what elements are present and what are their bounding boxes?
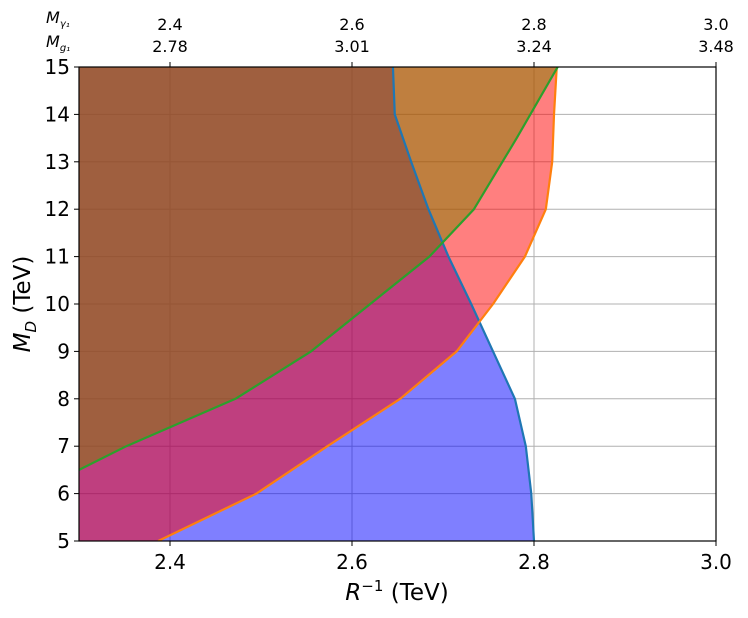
x-axis-label: R−1 (TeV) xyxy=(345,577,448,606)
y-tick-label: 15 xyxy=(45,55,70,79)
x-tick-label: 2.4 xyxy=(154,550,186,574)
y-tick-label: 8 xyxy=(57,387,70,411)
y-tick-label: 6 xyxy=(57,482,70,506)
ticks: 2.4 2.6 2.8 3.0 5 6 7 8 9 10 11 12 13 14 15 2.4 2.78 2.6 3… xyxy=(45,15,734,574)
top-axis-row2-label: Mg₁ xyxy=(46,32,70,54)
x-tick-label: 3.0 xyxy=(700,550,732,574)
boundary-lines xyxy=(79,67,559,541)
fill-regions xyxy=(79,67,558,541)
y-tick-label: 12 xyxy=(45,197,70,221)
top-tick-label-row1: 2.8 xyxy=(521,15,546,34)
y-tick-label: 13 xyxy=(45,150,70,174)
y-tick-label: 7 xyxy=(57,434,70,458)
x-tick-label: 2.8 xyxy=(518,550,550,574)
y-tick-label: 11 xyxy=(45,245,70,269)
x-tick-label: 2.6 xyxy=(336,550,368,574)
top-tick-label-row2: 3.24 xyxy=(516,37,552,56)
top-tick-label-row1: 2.6 xyxy=(339,15,364,34)
top-tick-label-row1: 2.4 xyxy=(157,15,182,34)
top-tick-label-row2: 2.78 xyxy=(152,37,188,56)
y-tick-label: 9 xyxy=(57,339,70,363)
top-tick-label-row2: 3.01 xyxy=(334,37,370,56)
top-tick-label-row2: 3.48 xyxy=(698,37,734,56)
boundary-line-2 xyxy=(157,67,558,541)
y-axis-label: MD (TeV) xyxy=(10,256,40,353)
y-tick-label: 5 xyxy=(57,529,70,553)
boundary-line-3 xyxy=(79,67,559,471)
y-tick-label: 10 xyxy=(45,292,70,316)
boundary-line-1 xyxy=(391,67,536,541)
y-tick-label: 14 xyxy=(45,102,70,126)
top-tick-label-row1: 3.0 xyxy=(703,15,728,34)
top-axis-row1-label: Mγ₁ xyxy=(46,8,70,30)
region-fill-3 xyxy=(79,67,558,470)
